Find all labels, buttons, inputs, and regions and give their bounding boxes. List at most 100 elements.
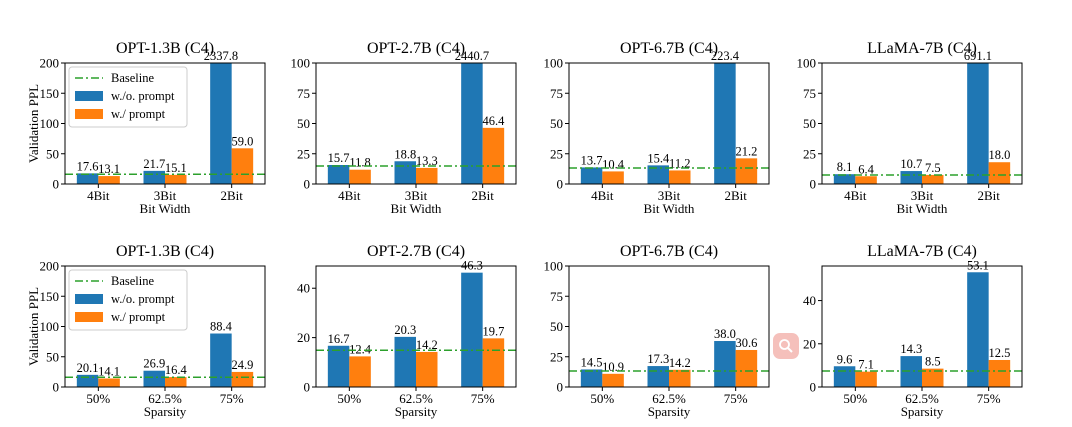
x-tick-label: 4Bit: [844, 188, 867, 203]
data-label: 2440.7: [455, 49, 489, 63]
data-label: 15.4: [647, 151, 670, 165]
chart-title: OPT-2.7B (C4): [367, 40, 465, 57]
x-axis-label: Bit Width: [391, 201, 442, 216]
data-label: 19.7: [482, 324, 504, 338]
bar-w-prompt: [98, 176, 120, 184]
legend-label-baseline: Baseline: [111, 71, 154, 85]
bar-wo-prompt: [967, 272, 989, 387]
bar-wo-prompt: [580, 369, 603, 387]
data-label: 46.4: [482, 114, 505, 128]
x-tick-label: 50%: [843, 391, 867, 406]
bar-w-prompt: [922, 368, 944, 387]
y-tick-label: 75: [297, 86, 310, 101]
y-tick-label: 25: [550, 146, 563, 161]
x-axis-label: Sparsity: [144, 404, 187, 419]
y-tick-label: 50: [46, 146, 59, 161]
bar-w-prompt: [669, 170, 691, 184]
data-label: 20.1: [77, 361, 99, 375]
x-tick-label: 4Bit: [338, 188, 361, 203]
x-tick-label: 75%: [977, 391, 1001, 406]
data-label: 2337.8: [204, 49, 238, 63]
x-tick-label: 3Bit: [154, 188, 177, 203]
data-label: 6.4: [858, 162, 874, 176]
x-tick-label: 50%: [590, 391, 614, 406]
x-axis-label: Sparsity: [901, 404, 944, 419]
bar-wo-prompt: [647, 165, 669, 184]
bar-wo-prompt: [210, 63, 232, 184]
data-label: 17.6: [77, 159, 99, 173]
axes-frame: [315, 62, 517, 185]
y-tick-label: 20: [803, 336, 816, 351]
y-tick-label: 75: [550, 86, 563, 101]
data-label: 18.8: [394, 147, 416, 161]
x-axis-label: Sparsity: [648, 404, 691, 419]
legend: Baseline w./o. prompt w./ prompt: [68, 269, 188, 331]
y-tick-label: 100: [40, 319, 60, 334]
chart-panel-3: OPT-6.7B (C4) 0 25 50 75 100 13.7 10.4 4Bit 15.4 1…: [544, 40, 770, 216]
data-label: 691.1: [964, 49, 992, 63]
chart-panel-4: LLaMA-7B (C4) 0 25 50 75 100 8.1 6.4 4Bit 10.7 7.5…: [797, 40, 1023, 216]
axes-frame: [821, 265, 1023, 388]
y-tick-label: 50: [46, 349, 59, 364]
x-tick-label: 2Bit: [977, 188, 1000, 203]
data-label: 30.6: [735, 336, 757, 350]
x-axis-label: Bit Width: [644, 201, 695, 216]
data-label: 12.4: [349, 342, 372, 356]
axes-frame: [821, 62, 1023, 185]
legend-label-baseline: Baseline: [111, 274, 154, 288]
bar-w-prompt: [416, 351, 438, 387]
bar-w-prompt: [165, 377, 187, 387]
y-tick-label: 20: [297, 330, 310, 345]
data-label: 15.7: [328, 151, 350, 165]
bar-wo-prompt: [900, 171, 922, 184]
bar-w-prompt: [349, 169, 371, 184]
x-tick-label: 4Bit: [87, 188, 110, 203]
data-label: 21.7: [143, 157, 165, 171]
bar-wo-prompt: [833, 174, 856, 184]
bar-wo-prompt: [714, 63, 736, 184]
bar-w-prompt: [602, 171, 624, 184]
data-label: 13.1: [98, 162, 120, 176]
data-label: 21.2: [735, 144, 757, 158]
y-tick-label: 50: [297, 116, 310, 131]
y-tick-label: 0: [304, 380, 311, 395]
data-label: 14.3: [900, 342, 922, 356]
y-tick-label: 200: [40, 259, 60, 274]
y-tick-label: 25: [297, 146, 310, 161]
y-tick-label: 0: [53, 380, 60, 395]
bar-wo-prompt: [580, 167, 603, 184]
y-axis-label: Validation PPL: [26, 287, 41, 366]
bar-w-prompt: [855, 371, 877, 387]
bar-w-prompt: [482, 127, 505, 184]
bar-w-prompt: [855, 176, 877, 184]
data-label: 10.4: [602, 157, 625, 171]
data-label: 18.0: [988, 148, 1010, 162]
x-tick-label: 2Bit: [471, 188, 494, 203]
bar-wo-prompt: [76, 173, 99, 184]
chart-title: OPT-2.7B (C4): [367, 243, 465, 260]
bar-w-prompt: [735, 349, 758, 387]
y-tick-label: 0: [304, 177, 311, 192]
data-label: 20.3: [394, 323, 416, 337]
chart-title: OPT-6.7B (C4): [620, 243, 718, 260]
legend-label-wo-prompt: w./o. prompt: [111, 292, 175, 306]
chart-panel-1: OPT-1.3B (C4) 0 50 100 150 200 17.6 13.1 4Bit 21.…: [26, 40, 266, 216]
axes-frame: [568, 62, 770, 185]
bar-wo-prompt: [327, 345, 350, 387]
x-tick-label: 62.5%: [652, 391, 686, 406]
chart-panel-2: OPT-2.7B (C4) 0 25 50 75 100 15.7 11.8 4Bit 18.8 1…: [291, 40, 517, 216]
bar-w-prompt: [349, 356, 371, 387]
bar-wo-prompt: [143, 370, 165, 387]
y-tick-label: 0: [810, 380, 817, 395]
x-tick-label: 50%: [86, 391, 110, 406]
x-axis-label: Sparsity: [395, 404, 438, 419]
data-label: 9.6: [837, 352, 853, 366]
zoom-magnifier-icon[interactable]: [773, 333, 799, 359]
y-tick-label: 40: [803, 293, 816, 308]
legend-label-w-prompt: w./ prompt: [111, 107, 166, 121]
legend-swatch-wo-prompt: [75, 91, 103, 101]
data-label: 223.4: [711, 49, 740, 63]
data-label: 14.2: [416, 338, 438, 352]
x-tick-label: 4Bit: [591, 188, 614, 203]
